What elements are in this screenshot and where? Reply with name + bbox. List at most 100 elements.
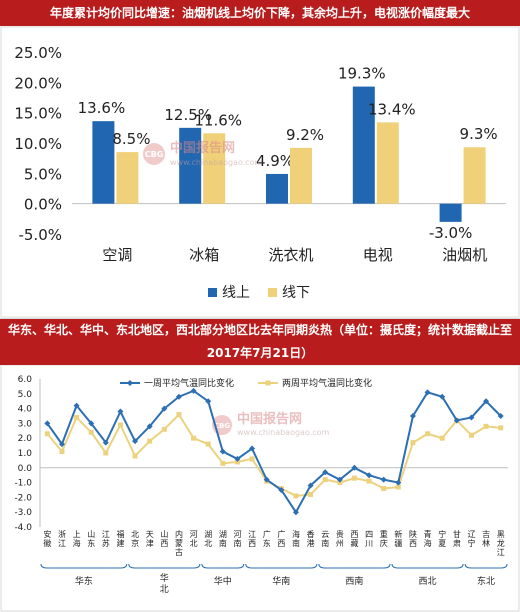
y-tick-label: 0.0: [18, 464, 33, 474]
x-category-label: 黑龙江: [497, 530, 505, 557]
point-weekly: [366, 472, 373, 479]
bottom-title-line2: 2017年7月21日）: [206, 346, 314, 360]
bar-offline: [116, 152, 139, 204]
y-tick-label: 10.0%: [14, 135, 62, 153]
point-biweekly: [132, 453, 138, 459]
point-biweekly: [147, 438, 153, 444]
point-weekly: [102, 439, 109, 446]
point-weekly: [322, 469, 329, 476]
top-chart-title: 年度累计均价同比增速：油烟机线上均价下降，其余均上升，电视涨价幅度最大: [0, 0, 520, 26]
point-biweekly: [176, 412, 182, 418]
top-chart-frame: [0, 26, 520, 318]
data-label: 19.3%: [338, 65, 386, 83]
point-weekly: [468, 414, 475, 421]
x-category-label: 辽宁: [467, 530, 475, 548]
region-bracket: [245, 563, 318, 569]
bar-offline: [203, 133, 226, 204]
point-weekly: [146, 423, 153, 430]
watermark: CBG 中国报告网 www.chinabaogao.com: [143, 140, 263, 167]
point-weekly: [351, 464, 358, 471]
bar-online: [439, 203, 462, 222]
bar-offline: [290, 147, 312, 204]
point-weekly: [395, 479, 402, 486]
point-weekly: [307, 482, 314, 489]
point-biweekly: [249, 456, 255, 462]
legend-offline-label: 线下: [282, 285, 310, 301]
x-category-label: 内蒙古: [175, 529, 183, 557]
region-label: 西北: [419, 576, 437, 587]
point-biweekly: [205, 441, 211, 447]
bottom-chart-frame: [0, 365, 520, 612]
point-weekly: [175, 393, 182, 400]
x-category-label: 青海: [424, 529, 432, 548]
region-bracket: [201, 563, 245, 569]
point-weekly: [453, 417, 460, 424]
point-biweekly: [498, 425, 504, 431]
price-growth-bar-chart: 25.0% 20.0% 15.0% 10.0% 5.0% 0.0% -5.0% 13.6% 8.…: [0, 26, 520, 318]
bar-offline: [463, 147, 486, 204]
point-weekly: [205, 398, 212, 405]
bottom-title-line1: 华东、华北、华中、东北地区，西北部分地区比去年同期炎热（单位：摄氏度；统计数据截…: [7, 323, 512, 337]
legend-weekly-marker: [127, 380, 133, 386]
data-label: 12.5%: [164, 106, 212, 124]
x-category-label: 湖北: [204, 530, 212, 548]
x-category-label: 广东: [263, 529, 271, 548]
point-weekly: [439, 393, 446, 400]
point-weekly: [424, 389, 431, 396]
region-label: 东北: [477, 575, 495, 587]
watermark-logo-icon: [143, 143, 165, 165]
x-category-label: 北京: [131, 530, 139, 548]
x-category-label: 海南: [292, 529, 300, 548]
point-weekly: [380, 476, 387, 483]
watermark-url: www.chinabaogao.com: [170, 158, 263, 167]
region-label: 华东: [75, 575, 93, 587]
point-biweekly: [44, 431, 50, 437]
point-biweekly: [103, 450, 109, 456]
region-bracket: [318, 563, 391, 569]
y-tick-label: 6.0: [18, 375, 33, 385]
point-weekly: [132, 438, 139, 445]
point-biweekly: [483, 423, 489, 429]
point-biweekly: [308, 491, 314, 497]
x-category-label: 江苏: [102, 530, 110, 548]
bar-online: [266, 173, 288, 204]
data-label: 13.6%: [78, 99, 126, 117]
y-tick-label: 3.0: [18, 419, 33, 429]
y-tick-label: 5.0: [18, 390, 33, 400]
point-weekly: [44, 420, 51, 427]
point-weekly: [219, 448, 226, 455]
point-biweekly: [88, 429, 94, 435]
x-category-label: 福建: [116, 530, 124, 548]
point-biweekly: [161, 426, 167, 432]
x-category-label: 宁夏: [438, 529, 446, 548]
legend-online-label: 线上: [222, 285, 250, 301]
x-category-label: 湖南: [219, 530, 227, 548]
x-category-label: 上海: [73, 530, 81, 548]
y-tick-label: 2.0: [18, 434, 33, 444]
watermark-brand: 中国报告网: [170, 140, 235, 156]
region-bracket: [40, 563, 128, 569]
point-weekly: [278, 487, 285, 493]
x-category-label: 油烟机: [442, 246, 487, 264]
y-tick-label: 25.0%: [14, 44, 62, 62]
x-category-label: 山西: [160, 529, 168, 548]
y-tick-label: -5.0%: [18, 226, 62, 244]
y-tick-label: 0.0%: [24, 196, 62, 214]
x-category-label: 新疆: [394, 529, 402, 548]
x-category-label: 河北: [190, 529, 198, 548]
watermark-logo-text: CBG: [145, 150, 164, 159]
x-category-label: 重庆: [380, 529, 388, 548]
point-weekly: [73, 402, 80, 409]
y-tick-label: 1.0: [18, 449, 33, 459]
point-weekly: [58, 441, 65, 448]
region-bracket: [464, 563, 508, 569]
x-category-label: 空调: [102, 246, 132, 264]
y-tick-label: 20.0%: [14, 74, 62, 92]
point-weekly: [88, 420, 95, 427]
point-biweekly: [117, 422, 123, 428]
point-weekly: [234, 455, 241, 462]
point-weekly: [117, 408, 124, 415]
legend-biweekly-label: 两周平均气温同比变化: [282, 377, 372, 389]
point-biweekly: [366, 478, 372, 484]
point-biweekly: [293, 493, 299, 499]
